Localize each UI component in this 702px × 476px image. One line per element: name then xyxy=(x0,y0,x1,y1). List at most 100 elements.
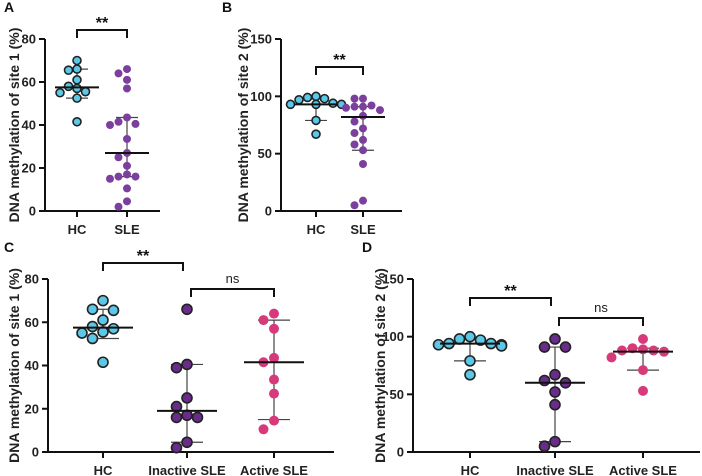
data-point xyxy=(123,113,131,122)
data-point xyxy=(269,415,279,426)
data-point xyxy=(302,92,313,103)
significance-label: ns xyxy=(594,300,608,315)
data-point xyxy=(123,84,131,93)
y-tick-label: 50 xyxy=(390,387,404,402)
data-point xyxy=(72,83,82,94)
data-point xyxy=(181,392,193,404)
data-point xyxy=(80,86,91,97)
y-tick-label: 150 xyxy=(382,272,404,287)
data-point xyxy=(495,340,508,352)
data-point xyxy=(123,197,131,206)
data-point xyxy=(106,174,114,183)
data-point xyxy=(328,98,338,109)
data-point xyxy=(342,103,350,112)
data-point xyxy=(72,55,82,66)
data-point xyxy=(638,365,648,376)
data-point xyxy=(123,75,131,84)
data-point xyxy=(350,129,359,138)
x-tick-label: HC xyxy=(461,463,480,476)
data-point xyxy=(350,117,359,126)
data-point xyxy=(181,436,193,449)
data-point xyxy=(294,94,304,105)
data-point xyxy=(648,345,659,356)
y-tick-label: 100 xyxy=(382,329,404,344)
data-point xyxy=(181,358,193,371)
data-point xyxy=(464,330,476,343)
data-point xyxy=(258,424,269,435)
y-axis-label: DNA methylation of site 1 (%) xyxy=(6,268,22,463)
data-point xyxy=(359,146,367,155)
significance-label: ** xyxy=(504,283,517,300)
data-point xyxy=(538,374,551,387)
data-point xyxy=(359,94,367,103)
data-point xyxy=(311,91,321,102)
data-point xyxy=(63,81,74,92)
data-point xyxy=(549,398,561,411)
data-point xyxy=(350,140,359,149)
data-point xyxy=(359,196,367,205)
y-tick-label: 0 xyxy=(29,204,36,219)
data-point xyxy=(269,374,279,385)
significance-label: ** xyxy=(96,15,109,32)
significance-bracket xyxy=(190,288,275,297)
data-point xyxy=(538,341,551,353)
y-tick-label: 40 xyxy=(22,118,36,133)
data-point xyxy=(123,134,131,143)
data-point xyxy=(72,75,82,85)
x-tick-label: Inactive SLE xyxy=(148,463,226,476)
data-point xyxy=(269,308,279,319)
y-tick-label: 80 xyxy=(22,32,36,47)
y-tick-label: 20 xyxy=(25,401,39,416)
data-point xyxy=(549,435,561,448)
data-point xyxy=(114,153,123,162)
significance-bracket xyxy=(558,317,644,326)
data-point xyxy=(170,441,183,454)
data-point xyxy=(191,411,204,424)
data-point xyxy=(359,159,367,168)
data-point xyxy=(181,303,193,316)
data-point xyxy=(559,341,572,353)
data-point xyxy=(107,322,120,335)
panel-label: B xyxy=(222,0,232,15)
data-point xyxy=(311,129,321,139)
data-point xyxy=(269,388,279,399)
x-tick-label: SLE xyxy=(350,222,376,237)
data-point xyxy=(123,170,131,179)
data-point xyxy=(97,314,109,326)
data-point xyxy=(131,172,140,181)
significance-label: ns xyxy=(226,271,240,286)
data-point xyxy=(86,303,99,316)
data-point xyxy=(367,101,376,110)
data-point xyxy=(107,304,120,317)
data-point xyxy=(638,344,648,355)
data-point xyxy=(359,102,367,111)
significance-label: ** xyxy=(137,248,150,265)
data-point xyxy=(114,117,123,126)
data-point xyxy=(123,184,131,193)
data-point xyxy=(63,65,74,75)
data-point xyxy=(86,332,99,345)
data-point xyxy=(359,135,367,144)
data-point xyxy=(538,440,551,453)
data-point xyxy=(638,385,648,396)
data-point xyxy=(376,106,384,115)
data-point xyxy=(97,356,109,369)
x-tick-label: Inactive SLE xyxy=(516,463,594,476)
data-point xyxy=(114,69,123,78)
data-point xyxy=(269,352,279,363)
data-point xyxy=(311,115,321,126)
data-point xyxy=(258,315,269,326)
data-point xyxy=(453,333,466,345)
x-tick-label: SLE xyxy=(114,222,140,237)
data-point xyxy=(464,355,476,367)
panel-label: C xyxy=(4,239,14,255)
significance-bracket xyxy=(469,297,552,306)
y-axis-label: DNA methylation of site 1 (%) xyxy=(6,28,22,223)
data-point xyxy=(131,119,140,128)
significance-bracket xyxy=(76,29,128,38)
data-point xyxy=(549,333,561,345)
y-tick-label: 0 xyxy=(265,204,272,219)
y-tick-label: 60 xyxy=(22,75,36,90)
data-point xyxy=(72,64,82,74)
data-point xyxy=(123,161,131,170)
